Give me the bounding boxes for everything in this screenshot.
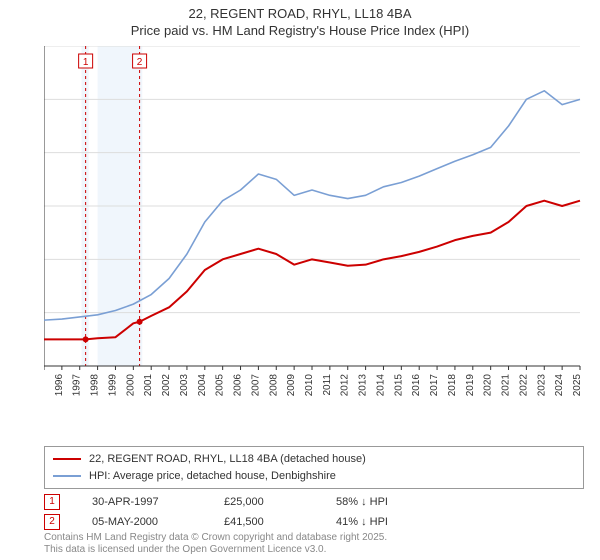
svg-text:2009: 2009 — [286, 374, 297, 397]
legend-item: 22, REGENT ROAD, RHYL, LL18 4BA (detache… — [53, 451, 575, 468]
title-address: 22, REGENT ROAD, RHYL, LL18 4BA — [0, 6, 600, 23]
svg-text:2016: 2016 — [411, 374, 422, 397]
point-delta: 41% ↓ HPI — [336, 516, 388, 528]
svg-text:2019: 2019 — [465, 374, 476, 397]
chart-container: 22, REGENT ROAD, RHYL, LL18 4BA Price pa… — [0, 0, 600, 560]
svg-text:1997: 1997 — [72, 374, 83, 397]
svg-text:2: 2 — [137, 57, 143, 68]
legend-item: HPI: Average price, detached house, Denb… — [53, 468, 575, 485]
svg-text:2018: 2018 — [447, 374, 458, 397]
point-delta: 58% ↓ HPI — [336, 496, 388, 508]
chart-area: £0£50K£100K£150K£200K£250K£300K199519961… — [44, 46, 584, 406]
price-point-row: 2 05-MAY-2000 £41,500 41% ↓ HPI — [44, 512, 584, 532]
svg-text:2003: 2003 — [179, 374, 190, 397]
attribution-line: Contains HM Land Registry data © Crown c… — [44, 532, 584, 544]
svg-text:2024: 2024 — [554, 374, 565, 397]
legend: 22, REGENT ROAD, RHYL, LL18 4BA (detache… — [44, 446, 584, 489]
svg-text:1995: 1995 — [44, 374, 47, 397]
legend-swatch — [53, 458, 81, 460]
legend-label: HPI: Average price, detached house, Denb… — [89, 468, 336, 485]
svg-text:1999: 1999 — [107, 374, 118, 397]
legend-label: 22, REGENT ROAD, RHYL, LL18 4BA (detache… — [89, 451, 366, 468]
svg-text:2010: 2010 — [304, 374, 315, 397]
svg-text:2014: 2014 — [375, 374, 386, 397]
svg-text:2006: 2006 — [233, 374, 244, 397]
svg-text:2025: 2025 — [572, 374, 583, 397]
svg-text:2001: 2001 — [143, 374, 154, 397]
point-price: £41,500 — [224, 516, 304, 528]
svg-text:1998: 1998 — [90, 374, 101, 397]
svg-text:2022: 2022 — [518, 374, 529, 397]
point-marker: 1 — [44, 494, 60, 510]
svg-text:2000: 2000 — [125, 374, 136, 397]
point-price: £25,000 — [224, 496, 304, 508]
title-subtitle: Price paid vs. HM Land Registry's House … — [0, 23, 600, 40]
attribution: Contains HM Land Registry data © Crown c… — [44, 532, 584, 556]
point-marker: 2 — [44, 514, 60, 530]
svg-text:2008: 2008 — [268, 374, 279, 397]
svg-text:2015: 2015 — [393, 374, 404, 397]
svg-text:2013: 2013 — [358, 374, 369, 397]
svg-text:2023: 2023 — [536, 374, 547, 397]
price-points: 1 30-APR-1997 £25,000 58% ↓ HPI 2 05-MAY… — [44, 492, 584, 532]
point-date: 30-APR-1997 — [92, 496, 192, 508]
svg-text:2017: 2017 — [429, 374, 440, 397]
title-block: 22, REGENT ROAD, RHYL, LL18 4BA Price pa… — [0, 0, 600, 40]
svg-text:2005: 2005 — [215, 374, 226, 397]
svg-text:1996: 1996 — [54, 374, 65, 397]
legend-swatch — [53, 475, 81, 477]
price-point-row: 1 30-APR-1997 £25,000 58% ↓ HPI — [44, 492, 584, 512]
svg-text:2002: 2002 — [161, 374, 172, 397]
svg-text:2021: 2021 — [501, 374, 512, 397]
point-date: 05-MAY-2000 — [92, 516, 192, 528]
svg-text:2007: 2007 — [250, 374, 261, 397]
svg-text:2011: 2011 — [322, 374, 333, 396]
svg-text:1: 1 — [83, 57, 89, 68]
line-chart: £0£50K£100K£150K£200K£250K£300K199519961… — [44, 46, 584, 406]
svg-text:2020: 2020 — [483, 374, 494, 397]
attribution-line: This data is licensed under the Open Gov… — [44, 544, 584, 556]
svg-text:2004: 2004 — [197, 374, 208, 397]
svg-text:2012: 2012 — [340, 374, 351, 397]
